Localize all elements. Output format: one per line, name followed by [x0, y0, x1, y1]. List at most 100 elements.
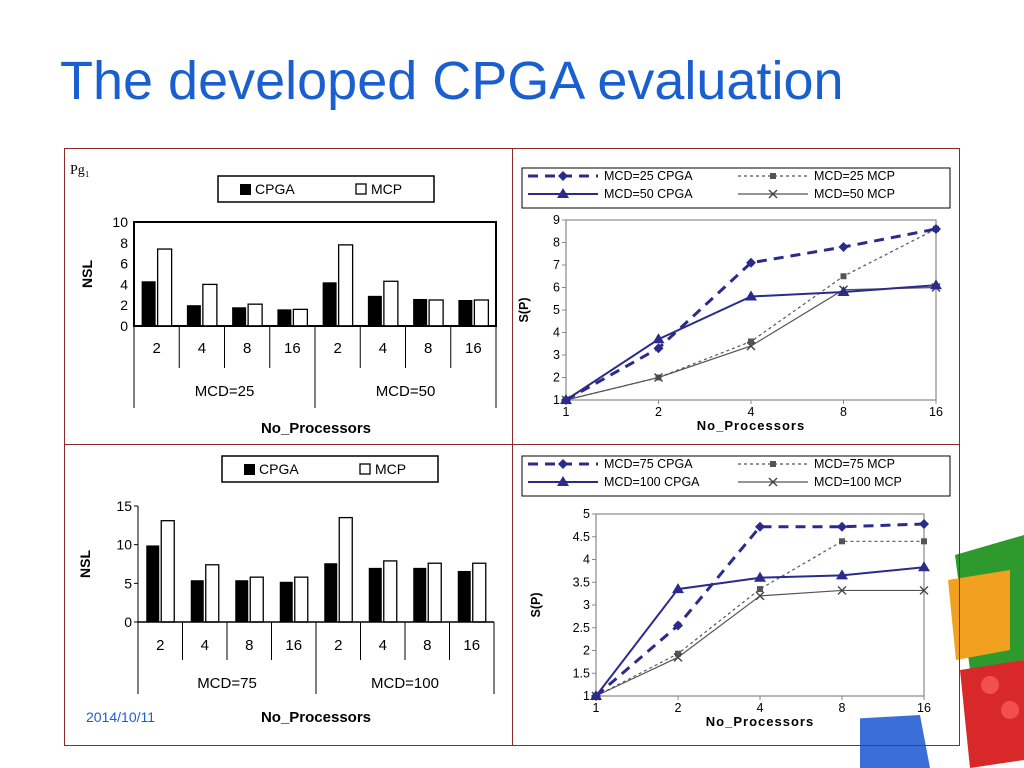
y-tick-label: 15	[116, 498, 132, 514]
x-tick-label: 8	[423, 637, 431, 654]
grid-divider-vertical	[512, 148, 513, 746]
grid-divider-horizontal	[64, 444, 960, 445]
x-tick-label: 2	[152, 340, 160, 357]
series-line	[595, 522, 925, 698]
bar-cpga	[367, 295, 382, 326]
legend-label: MCD=50 CPGA	[604, 187, 693, 201]
bar-cpga	[279, 581, 293, 622]
y-tick-label: 5	[553, 303, 560, 317]
x-tick-label: 16	[917, 701, 931, 715]
bar-mcp	[428, 299, 444, 327]
series-line	[565, 227, 937, 402]
x-tick-label: 16	[463, 637, 480, 654]
bar-cpga	[322, 282, 337, 326]
bar-mcp	[292, 308, 309, 327]
marker-triangle	[837, 286, 850, 296]
marker-diamond	[838, 242, 849, 252]
bar-mcp	[247, 303, 263, 327]
slide-title: The developed CPGA evaluation	[60, 51, 844, 111]
line-chart-speedup-mcd25-50: MCD=25 CPGA MCD=25 MCP MCD=50 CPGA MCD=50 M…	[517, 167, 951, 433]
legend-label-mcp: MCP	[375, 461, 406, 477]
bar-mcp	[205, 564, 220, 623]
marker-square	[748, 338, 754, 345]
legend-swatch-cpga	[244, 464, 255, 475]
marker-diamond	[558, 459, 568, 469]
marker-triangle	[930, 279, 942, 290]
marker-cross	[768, 189, 778, 199]
y-tick-label: 5	[124, 575, 132, 591]
bar-mcp	[427, 562, 442, 623]
legend-swatch-mcp	[355, 183, 367, 195]
orange-brick	[948, 570, 1010, 660]
y-tick-label: 6	[553, 281, 560, 295]
x-tick-label: 4	[748, 405, 755, 419]
y-tick-label: 4	[120, 276, 128, 292]
y-tick-label: 5	[583, 507, 590, 521]
x-tick-label: 4	[379, 340, 387, 357]
y-tick-label: 2	[583, 644, 590, 658]
bar-mcp	[249, 576, 264, 623]
y-tick-label: 8	[553, 236, 560, 250]
marker-diamond	[755, 521, 765, 532]
marker-cross	[755, 591, 765, 601]
y-tick-label: 3.5	[573, 575, 590, 589]
x-tick-label: 4	[757, 701, 764, 715]
marker-cross	[746, 341, 756, 351]
x-tick-label: 1	[563, 405, 570, 419]
bar-cpga	[413, 298, 428, 326]
bar-mcp	[156, 248, 173, 327]
bar-cpga	[457, 570, 471, 622]
x-tick-label: 16	[284, 340, 301, 357]
plot-frame	[565, 219, 937, 401]
marker-square	[770, 461, 776, 467]
y-tick-label: 1.5	[573, 666, 590, 680]
y-tick-label: 2	[553, 371, 560, 385]
x-axis-label: No_Processors	[261, 420, 371, 437]
y-tick-label: 6	[120, 256, 128, 272]
brick-stud	[981, 676, 999, 694]
legend-label-mcp: MCP	[371, 181, 402, 197]
legend-box	[521, 167, 951, 209]
legend-label-cpga: CPGA	[259, 461, 299, 477]
bar-cpga	[277, 309, 292, 326]
y-tick-label: 0	[124, 614, 132, 630]
legend-swatch-cpga	[240, 184, 251, 195]
y-tick-label: 0	[120, 318, 128, 334]
y-tick-label: 1	[583, 689, 590, 703]
series-line	[595, 589, 924, 697]
x-tick-label: 1	[593, 701, 600, 715]
series-line	[565, 228, 937, 401]
y-axis-label: NSL	[77, 550, 93, 578]
slide-date: 2014/10/11	[86, 709, 156, 725]
legend-label: MCD=50 MCP	[814, 187, 895, 201]
series-line	[595, 540, 924, 697]
y-tick-label: 4	[553, 326, 560, 340]
marker-diamond	[673, 620, 683, 631]
x-tick-label: 8	[245, 637, 253, 654]
bar-cpga	[413, 567, 427, 622]
marker-cross	[919, 585, 929, 595]
marker-triangle	[560, 394, 572, 404]
legend-box	[221, 455, 439, 483]
blue-brick	[860, 715, 930, 768]
y-tick-label: 3	[553, 348, 560, 362]
y-tick-label: 1	[553, 393, 560, 407]
line-chart-speedup-mcd75-100: MCD=75 CPGA MCD=75 MCP MCD=100 CPGA MCD=100…	[521, 455, 951, 729]
x-tick-label: 16	[465, 340, 482, 357]
marker-triangle	[672, 583, 684, 594]
y-tick-label: 9	[553, 213, 560, 227]
legend-label: MCD=75 CPGA	[604, 457, 693, 471]
marker-triangle	[745, 290, 757, 301]
bar-cpga	[141, 281, 156, 326]
y-axis-label: NSL	[79, 260, 95, 288]
bar-cpga	[146, 545, 160, 622]
group-label: MCD=25	[195, 383, 255, 400]
marker-square	[921, 538, 927, 545]
bar-mcp	[383, 560, 398, 623]
x-tick-label: 16	[929, 405, 943, 419]
bar-mcp	[338, 516, 353, 623]
marker-diamond	[558, 171, 568, 181]
bar-cpga	[235, 580, 249, 622]
